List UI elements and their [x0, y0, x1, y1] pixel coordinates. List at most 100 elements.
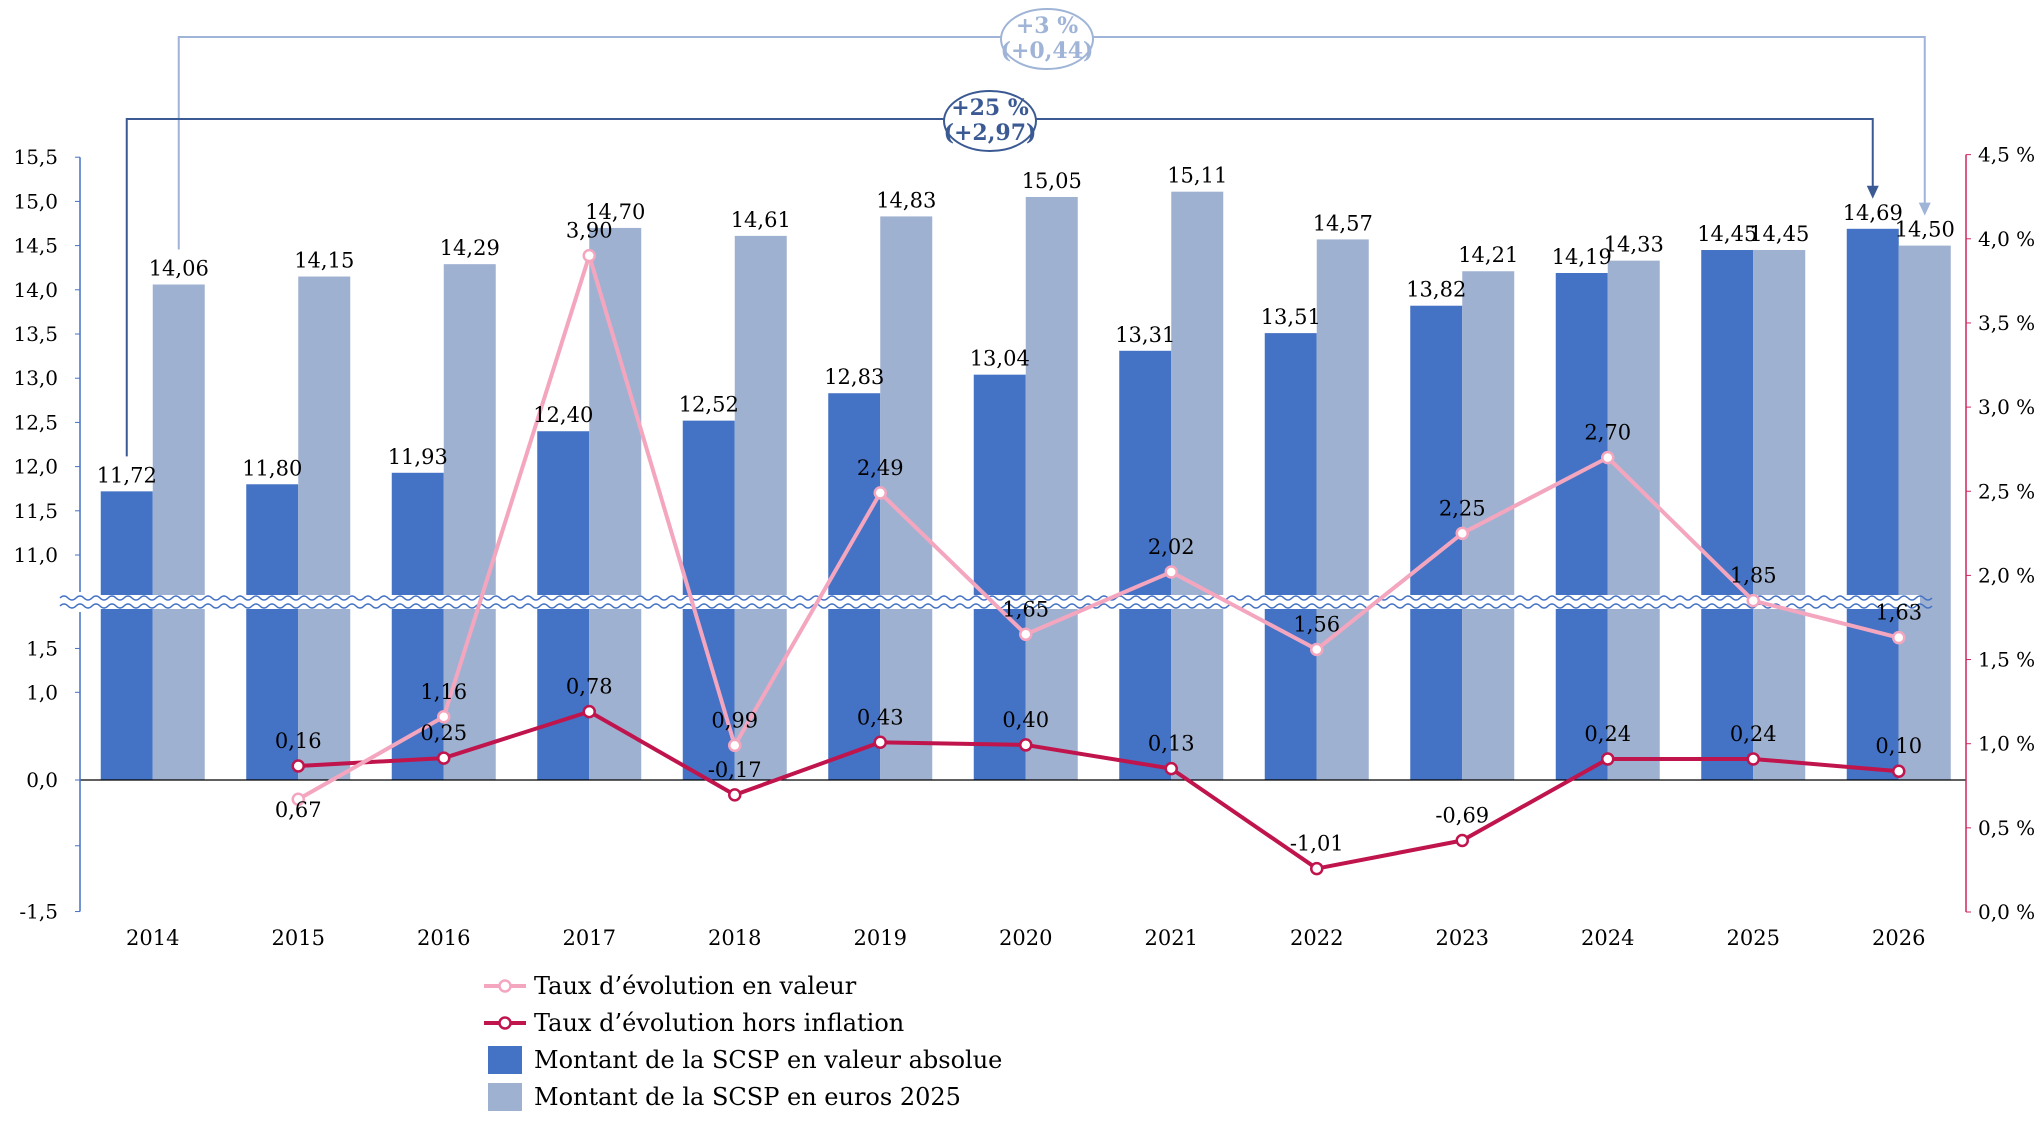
legend-label: Taux d’évolution en valeur [534, 972, 857, 1000]
bar-absolute-2026 [1846, 228, 1899, 780]
annotation-absolute-text-pct: +25 % [951, 95, 1029, 121]
left-tick-label: 1,5 [26, 636, 58, 660]
bar-label-euros2025-2023: 14,21 [1458, 243, 1518, 267]
bar-label-euros2025-2025: 14,45 [1749, 222, 1809, 246]
bar-label-absolute-2026: 14,69 [1843, 201, 1903, 225]
bar-label-absolute-2017: 12,40 [533, 403, 593, 427]
value-rate-label-2022: 1,56 [1293, 612, 1340, 636]
value-rate-point-2026 [1892, 630, 1906, 645]
bar-absolute-2025 [1701, 250, 1754, 780]
annotation-euros2025-text-pct: +3 % [1016, 13, 1078, 39]
bar-label-absolute-2014: 11,72 [97, 463, 157, 487]
x-tick-label-2025: 2025 [1727, 926, 1780, 950]
right-tick-label: 4,0 % [1978, 227, 2035, 251]
value-rate-label-2026: 1,63 [1875, 601, 1922, 625]
bar-euros2025-2026 [1898, 245, 1951, 781]
value-rate-label-2016: 1,16 [420, 680, 467, 704]
bar-label-euros2025-2024: 14,33 [1604, 233, 1664, 257]
right-tick-label: 0,5 % [1978, 816, 2035, 840]
right-tick-label: 1,5 % [1978, 648, 2035, 672]
left-tick-label: -1,5 [19, 900, 58, 924]
right-tick-label: 2,0 % [1978, 563, 2035, 587]
real-rate-point-2021 [1164, 761, 1178, 776]
x-tick-label-2021: 2021 [1145, 926, 1198, 950]
real-rate-label-2017: 0,78 [566, 675, 613, 699]
annotation-euros2025-text-abs: (+0,44) [1001, 38, 1094, 64]
left-tick-label: 1,0 [26, 680, 58, 704]
bar-absolute-2014 [100, 491, 153, 780]
value-rate-label-2018: 0,99 [711, 708, 758, 732]
value-rate-point-2022 [1310, 642, 1324, 657]
x-tick-label-2020: 2020 [999, 926, 1052, 950]
left-tick-label: 14,5 [13, 234, 58, 258]
right-tick-label: 4,5 % [1978, 143, 2035, 167]
left-tick-label: 13,5 [13, 322, 58, 346]
value-rate-point-2015 [291, 792, 305, 806]
value-rate-label-2019: 2,49 [857, 456, 904, 480]
bar-label-absolute-2020: 13,04 [970, 347, 1030, 371]
value-rate-point-2025 [1746, 593, 1760, 608]
annotation-euros2025-bubble [1000, 8, 1094, 70]
bar-euros2025-2022 [1316, 239, 1369, 781]
bar-label-absolute-2023: 13,82 [1406, 278, 1466, 302]
legend-label: Taux d’évolution hors inflation [534, 1009, 904, 1037]
axis-break-wave-top [59, 595, 1933, 601]
value-rate-point-2021 [1164, 565, 1178, 579]
bar-absolute-2023 [1410, 305, 1463, 780]
real-rate-line [298, 709, 1899, 871]
real-rate-label-2016: 0,25 [420, 721, 467, 745]
left-tick-label: 11,0 [13, 543, 58, 567]
value-rate-label-2020: 1,65 [1002, 597, 1049, 621]
annotations-layer: +3 %(+0,44) +25 %(+2,97) [125, 8, 1931, 457]
left-tick-label: 13,0 [13, 366, 58, 390]
real-rate-label-2023: -0,69 [1435, 804, 1489, 828]
legend-swatch-box [488, 1046, 522, 1074]
labels-layer: 11,72 14,06 11,80 14,15 11,93 14,29 12,40 14,70… [97, 164, 1955, 856]
x-tick-label-2019: 2019 [854, 926, 907, 950]
real-rate-label-2015: 0,16 [275, 729, 322, 753]
bar-euros2025-2023 [1462, 271, 1515, 780]
real-rate-point-2026 [1892, 764, 1906, 778]
value-rate-label-2025: 1,85 [1730, 564, 1777, 588]
right-tick-label: 3,0 % [1978, 395, 2035, 419]
annotation-euros2025-arrowhead [1918, 202, 1931, 216]
value-rate-label-2024: 2,70 [1584, 421, 1631, 445]
bar-absolute-2024 [1555, 273, 1608, 780]
real-rate-label-2019: 0,43 [857, 705, 904, 729]
value-rate-point-2019 [873, 486, 887, 500]
legend-swatch-box [488, 1083, 522, 1111]
real-rate-point-2018 [728, 788, 742, 802]
bar-absolute-2019 [828, 393, 881, 780]
bar-euros2025-2025 [1753, 250, 1806, 780]
bar-label-absolute-2021: 13,31 [1115, 323, 1175, 347]
bar-label-euros2025-2016: 14,29 [440, 236, 500, 260]
real-rate-point-2019 [873, 735, 887, 750]
value-rate-label-2021: 2,02 [1148, 535, 1195, 559]
real-rate-label-2026: 0,10 [1875, 734, 1922, 758]
bar-label-euros2025-2017: 14,70 [585, 200, 645, 224]
bar-absolute-2016 [391, 472, 444, 780]
bar-label-euros2025-2019: 14,83 [876, 188, 936, 212]
bar-label-absolute-2016: 11,93 [388, 445, 448, 469]
real-rate-point-2016 [437, 751, 451, 765]
bars-layer [100, 191, 1951, 781]
right-tick-label: 2,5 % [1978, 479, 2035, 503]
value-rate-label-2015: 0,67 [275, 798, 322, 822]
left-tick-label: 15,0 [13, 189, 58, 213]
bar-label-absolute-2022: 13,51 [1261, 305, 1321, 329]
right-tick-label: 0,0 % [1978, 900, 2035, 924]
value-rate-point-2018 [728, 738, 742, 753]
axes-layer: 11,0 11,5 12,0 12,5 13,0 13,5 14,0 14,5 15,0 15,5… [13, 143, 2035, 950]
x-tick-label-2026: 2026 [1872, 926, 1925, 950]
x-tick-label-2024: 2024 [1581, 926, 1634, 950]
bar-label-absolute-2025: 14,45 [1697, 222, 1757, 246]
bar-label-absolute-2015: 11,80 [242, 456, 302, 480]
real-rate-point-2022 [1310, 861, 1324, 876]
value-rate-label-2017: 3,90 [566, 219, 613, 243]
left-tick-label: 12,0 [13, 455, 58, 479]
lines-layer [291, 248, 1906, 876]
x-tick-label-2022: 2022 [1290, 926, 1343, 950]
value-rate-line [297, 253, 1900, 801]
bar-euros2025-2024 [1607, 260, 1660, 780]
value-rate-point-2016 [437, 710, 451, 724]
